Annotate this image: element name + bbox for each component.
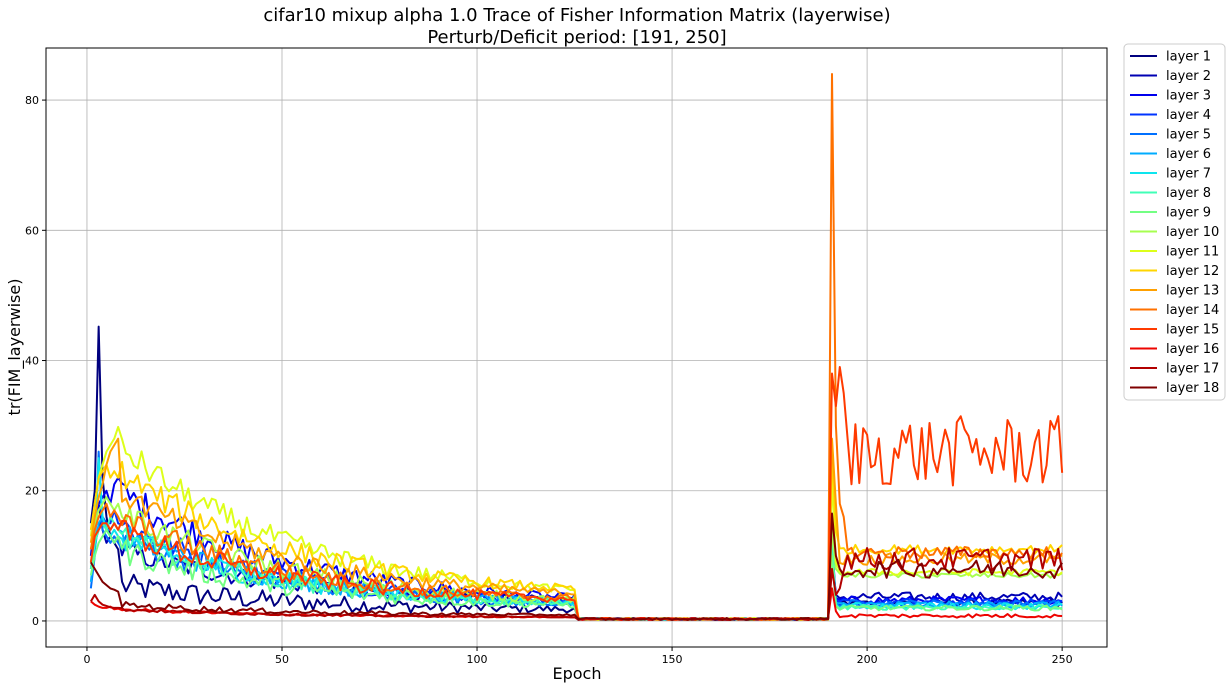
- x-tick-label: 100: [467, 653, 488, 666]
- x-tick-label: 250: [1052, 653, 1073, 666]
- y-tick-label: 20: [25, 485, 39, 498]
- y-tick-label: 40: [25, 355, 39, 368]
- y-tick-label: 60: [25, 224, 39, 237]
- legend: layer 1 layer 2 layer 3 layer 4 layer 5 layer…: [1123, 43, 1226, 401]
- x-tick-label: 0: [83, 653, 90, 666]
- legend-entry: layer 10: [1166, 225, 1219, 240]
- legend-entry: layer 9: [1166, 206, 1211, 221]
- legend-entry: layer 12: [1166, 264, 1219, 279]
- chart-subtitle: Perturb/Deficit period: [191, 250]: [427, 27, 726, 48]
- grid: [46, 48, 1107, 647]
- y-tick-label: 0: [32, 615, 39, 628]
- x-tick-label: 200: [857, 653, 878, 666]
- legend-entry: layer 17: [1166, 362, 1219, 377]
- legend-entry: layer 11: [1166, 245, 1219, 260]
- x-axis-label: Epoch: [553, 664, 602, 683]
- legend-entry: layer 8: [1166, 186, 1211, 201]
- plot-frame: [45, 47, 1108, 648]
- legend-entry: layer 1: [1166, 50, 1211, 65]
- series-line-layer-15: [89, 366, 1064, 621]
- legend-entry: layer 14: [1166, 303, 1219, 318]
- axis-ticks: 0 50 100 150 200 250 0 20 40 60 80: [25, 94, 1073, 666]
- series-line-layer-18: [90, 512, 1063, 621]
- legend-entry: layer 6: [1166, 147, 1211, 162]
- legend-entry: layer 3: [1166, 89, 1211, 104]
- chart-title: cifar10 mixup alpha 1.0 Trace of Fisher …: [263, 5, 890, 26]
- series-lines: [89, 73, 1064, 621]
- legend-entry: layer 16: [1166, 342, 1219, 357]
- legend-entry: layer 5: [1166, 128, 1211, 143]
- legend-entry: layer 4: [1166, 108, 1211, 123]
- plot-area: 0 50 100 150 200 250 0 20 40 60 80: [25, 47, 1108, 666]
- legend-entry: layer 2: [1166, 69, 1211, 84]
- legend-entry: layer 18: [1166, 381, 1219, 396]
- legend-entry: layer 7: [1166, 167, 1211, 182]
- legend-entry: layer 13: [1166, 284, 1219, 299]
- y-axis-label: tr(FIM_layerwise): [5, 279, 25, 416]
- x-tick-label: 150: [662, 653, 683, 666]
- x-tick-label: 50: [275, 653, 289, 666]
- y-tick-label: 80: [25, 94, 39, 107]
- legend-entry: layer 15: [1166, 323, 1219, 338]
